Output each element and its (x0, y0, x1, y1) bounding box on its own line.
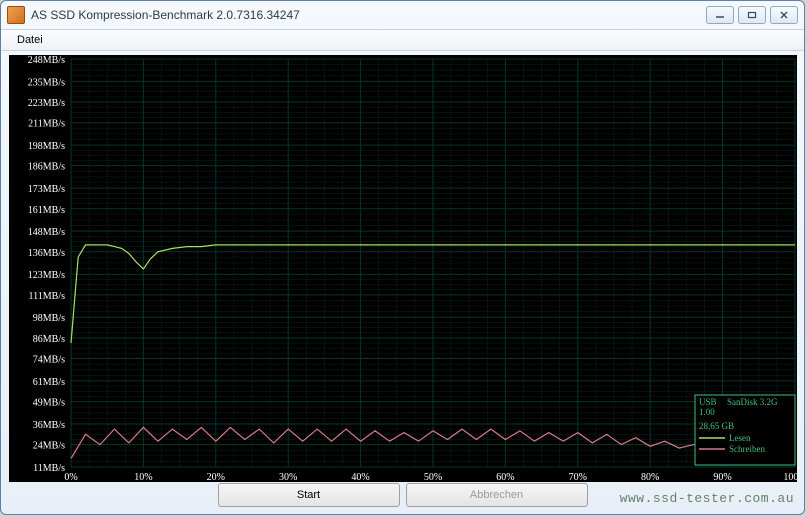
svg-text:98MB/s: 98MB/s (33, 313, 65, 324)
cancel-button: Abbrechen (406, 483, 588, 507)
bottom-bar: Start Abbrechen (9, 482, 796, 508)
svg-text:Schreiben: Schreiben (729, 444, 765, 454)
app-window: AS SSD Kompression-Benchmark 2.0.7316.34… (0, 0, 805, 515)
menubar: Datei (1, 29, 804, 51)
svg-text:80%: 80% (641, 472, 659, 482)
svg-text:198MB/s: 198MB/s (28, 141, 65, 152)
svg-text:61MB/s: 61MB/s (33, 377, 65, 388)
svg-text:36MB/s: 36MB/s (33, 420, 65, 431)
svg-text:100%: 100% (783, 472, 797, 482)
svg-text:86MB/s: 86MB/s (33, 334, 65, 345)
titlebar[interactable]: AS SSD Kompression-Benchmark 2.0.7316.34… (1, 1, 804, 29)
start-button[interactable]: Start (218, 483, 400, 507)
svg-text:90%: 90% (713, 472, 731, 482)
svg-text:0%: 0% (64, 472, 77, 482)
svg-text:24MB/s: 24MB/s (33, 441, 65, 452)
menu-file[interactable]: Datei (9, 32, 51, 48)
svg-text:161MB/s: 161MB/s (28, 205, 65, 216)
svg-text:173MB/s: 173MB/s (28, 184, 65, 195)
svg-text:111MB/s: 111MB/s (29, 291, 66, 302)
svg-text:20%: 20% (207, 472, 225, 482)
svg-text:148MB/s: 148MB/s (28, 227, 65, 238)
svg-text:11MB/s: 11MB/s (33, 463, 65, 474)
benchmark-chart: 11MB/s 24MB/s 36MB/s 49MB/s 61MB/s 74MB/s 86MB… (9, 55, 797, 482)
svg-text:248MB/s: 248MB/s (28, 55, 65, 66)
close-button[interactable] (770, 6, 798, 24)
svg-text:235MB/s: 235MB/s (28, 77, 65, 88)
svg-text:USB: USB (699, 397, 717, 407)
chart-area: 11MB/s 24MB/s 36MB/s 49MB/s 61MB/s 74MB/s 86MB… (9, 55, 796, 478)
maximize-button[interactable] (738, 6, 766, 24)
app-icon (7, 6, 25, 24)
minimize-button[interactable] (706, 6, 734, 24)
svg-text:28,65 GB: 28,65 GB (699, 421, 734, 431)
svg-text:10%: 10% (134, 472, 152, 482)
svg-text:136MB/s: 136MB/s (28, 248, 65, 259)
svg-text:70%: 70% (569, 472, 587, 482)
svg-text:123MB/s: 123MB/s (28, 270, 65, 281)
svg-text:186MB/s: 186MB/s (28, 162, 65, 173)
svg-text:211MB/s: 211MB/s (28, 119, 65, 130)
svg-text:1.00: 1.00 (699, 407, 715, 417)
svg-text:49MB/s: 49MB/s (33, 398, 65, 409)
svg-text:40%: 40% (351, 472, 369, 482)
svg-text:60%: 60% (496, 472, 514, 482)
svg-text:Lesen: Lesen (729, 433, 751, 443)
svg-text:50%: 50% (424, 472, 442, 482)
svg-text:30%: 30% (279, 472, 297, 482)
window-title: AS SSD Kompression-Benchmark 2.0.7316.34… (31, 8, 706, 22)
svg-text:223MB/s: 223MB/s (28, 98, 65, 109)
svg-text:74MB/s: 74MB/s (33, 355, 65, 366)
svg-text:SanDisk 3.2G: SanDisk 3.2G (727, 397, 778, 407)
window-controls (706, 6, 798, 24)
